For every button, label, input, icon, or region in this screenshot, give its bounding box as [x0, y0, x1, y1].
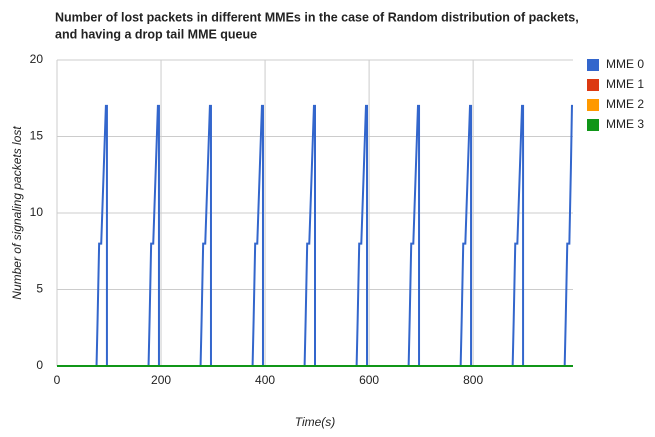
y-tick-label: 10 [30, 205, 44, 219]
legend-swatch [587, 119, 599, 131]
legend-label: MME 1 [606, 77, 644, 91]
legend-label: MME 0 [606, 57, 644, 71]
series-line [57, 104, 573, 367]
x-tick-label: 600 [359, 373, 379, 387]
legend-label: MME 2 [606, 97, 644, 111]
y-tick-label: 15 [30, 129, 44, 143]
chart-title: Number of lost packets in different MMEs… [55, 10, 579, 24]
chart-title: and having a drop tail MME queue [55, 27, 257, 41]
y-axis-label: Number of signaling packets lost [10, 126, 24, 300]
y-tick-label: 20 [30, 52, 44, 66]
x-axis-label: Time(s) [295, 415, 336, 429]
x-tick-label: 200 [151, 373, 171, 387]
legend-label: MME 3 [606, 117, 644, 131]
x-tick-label: 800 [463, 373, 483, 387]
y-tick-label: 5 [36, 282, 43, 296]
legend-swatch [587, 79, 599, 91]
x-tick-label: 400 [255, 373, 275, 387]
legend-swatch [587, 99, 599, 111]
y-tick-label: 0 [36, 358, 43, 372]
legend-swatch [587, 59, 599, 71]
x-tick-label: 0 [54, 373, 61, 387]
